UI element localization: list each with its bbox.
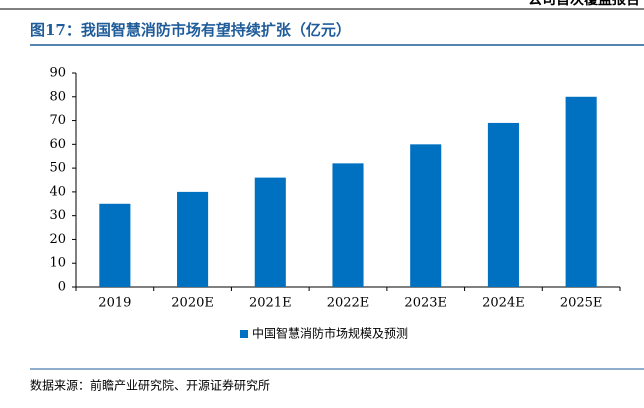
bar <box>177 191 209 287</box>
bar <box>332 163 364 287</box>
source: 数据来源：前瞻产业研究院、开源证券研究所 <box>30 378 270 393</box>
y-tick-label: 30 <box>49 208 66 223</box>
x-tick-label: 2022E <box>327 296 370 311</box>
x-tick-label: 2025E <box>560 296 603 311</box>
legend-swatch <box>240 330 248 338</box>
y-tick-label: 40 <box>49 184 66 199</box>
report-type: 公司首次覆盖报告 <box>528 0 640 8</box>
chart-title: 图17：我国智慧消防市场有望持续扩张（亿元） <box>30 21 351 39</box>
y-tick-label: 80 <box>49 89 66 104</box>
bar <box>565 96 597 288</box>
y-tick-label: 70 <box>49 113 66 128</box>
bar <box>487 122 519 287</box>
x-tick-label: 2024E <box>482 296 525 311</box>
y-tick-label: 0 <box>58 280 66 295</box>
y-tick-label: 60 <box>49 137 66 152</box>
bar <box>254 177 286 287</box>
bar <box>410 144 442 287</box>
x-tick-label: 2019 <box>98 296 131 311</box>
bar <box>99 203 131 287</box>
y-tick-label: 10 <box>49 256 66 271</box>
y-tick-label: 20 <box>49 232 66 247</box>
y-tick-label: 50 <box>49 161 66 176</box>
x-tick-label: 2021E <box>249 296 292 311</box>
x-tick-label: 2023E <box>404 296 447 311</box>
y-tick-label: 90 <box>49 66 66 81</box>
x-tick-label: 2020E <box>171 296 214 311</box>
legend-label: 中国智慧消防市场规模及预测 <box>252 326 408 341</box>
